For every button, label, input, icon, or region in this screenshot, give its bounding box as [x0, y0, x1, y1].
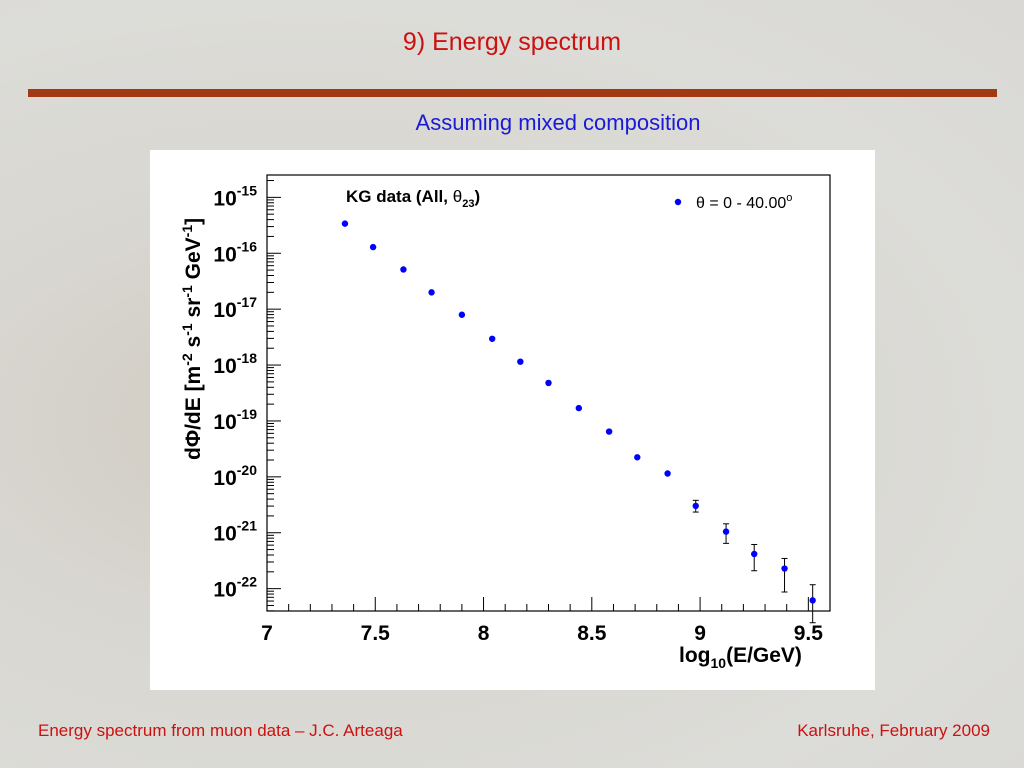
x-axis-label: log10(E/GeV) — [679, 644, 802, 671]
x-axis-label-sub: 10 — [711, 655, 727, 671]
x-tick-label: 8 — [478, 622, 490, 645]
slide-title: 9) Energy spectrum — [402, 28, 622, 56]
legend-marker — [674, 198, 682, 206]
data-point — [575, 404, 583, 412]
x-tick-label: 7 — [261, 622, 273, 645]
y-tick-label: 10-22 — [213, 574, 257, 602]
data-point — [605, 428, 613, 435]
plot-frame — [266, 174, 831, 612]
data-point — [489, 335, 496, 342]
y-tick-label: 10-20 — [213, 462, 257, 490]
y-tick-label: 10-17 — [213, 294, 257, 322]
y-tick-label: 10-16 — [213, 238, 257, 266]
y-tick-label: 10-15 — [213, 182, 257, 210]
footer-left: Energy spectrum from muon data – J.C. Ar… — [38, 721, 403, 740]
legend-label: θ = 0 - 40.00 — [696, 195, 786, 212]
data-point — [517, 358, 524, 365]
data-point — [722, 528, 730, 535]
data-point — [664, 470, 671, 477]
annotation-theta: θ — [453, 187, 462, 206]
data-point — [809, 597, 816, 604]
y-tick-label: 10-19 — [213, 406, 257, 434]
x-tick-label: 8.5 — [577, 622, 607, 645]
annotation-close: ) — [474, 187, 480, 206]
footer-right: Karlsruhe, February 2009 — [797, 721, 990, 740]
data-point — [428, 289, 435, 296]
legend-superscript: o — [786, 192, 792, 204]
data-point — [781, 565, 788, 572]
data-point — [634, 454, 641, 461]
y-tick-label: 10-18 — [213, 350, 257, 378]
data-annotation: KG data (All, θ23) — [346, 187, 480, 210]
annotation-main: KG data (All, — [346, 187, 453, 206]
x-tick-label: 9 — [694, 622, 706, 645]
energy-spectrum-chart: 10-15 10-16 10-17 10-18 10-19 10-20 10-21 10-22… — [179, 174, 831, 671]
data-point — [400, 266, 407, 273]
x-axis-label-prefix: log — [679, 644, 711, 667]
chart-panel: 10-15 10-16 10-17 10-18 10-19 10-20 10-21 10-22… — [150, 150, 875, 690]
x-axis-label-suffix: (E/GeV) — [726, 644, 802, 667]
data-point — [545, 379, 552, 387]
y-tick-label: 10-21 — [213, 518, 257, 546]
data-point — [369, 243, 377, 251]
data-point — [458, 311, 466, 318]
title-divider — [28, 89, 997, 97]
legend-entry: θ = 0 - 40.00o — [696, 192, 792, 212]
x-tick-label: 7.5 — [361, 622, 391, 645]
annotation-sub: 23 — [462, 198, 474, 210]
x-tick-label: 9.5 — [794, 622, 824, 645]
slide-subtitle: Assuming mixed composition — [415, 110, 701, 135]
data-point — [341, 220, 349, 227]
data-point — [751, 550, 758, 558]
data-point — [692, 502, 699, 510]
y-axis-label: dΦ/dE [m-2 s-1 sr-1 GeV-1] — [179, 218, 205, 460]
